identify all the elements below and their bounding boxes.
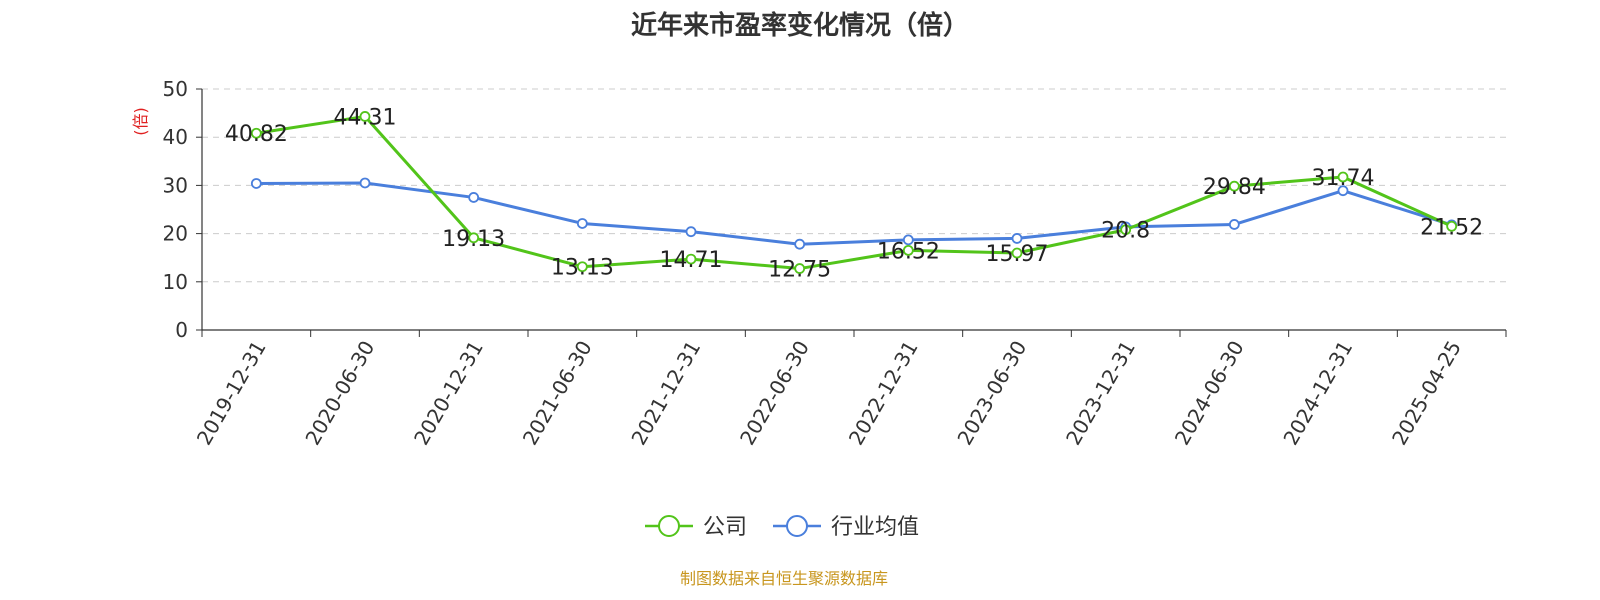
data-point[interactable] [1228, 180, 1240, 192]
x-tick-label: 2025-04-25 [1387, 337, 1466, 450]
data-point[interactable] [1337, 171, 1349, 183]
x-tick-label: 2021-12-31 [626, 337, 705, 450]
data-labels: 40.82 44.31 19.13 13.13 14.71 12.75 16.52 15.97… [225, 105, 1483, 282]
x-tick-label: 2024-12-31 [1278, 337, 1357, 450]
data-point[interactable] [794, 238, 806, 250]
data-point[interactable] [1228, 219, 1240, 230]
y-tick-label: 50 [163, 77, 188, 101]
legend-marker [786, 515, 808, 537]
series [250, 111, 1458, 274]
y-tick-label: 0 [175, 318, 188, 342]
data-point[interactable] [359, 111, 371, 122]
x-tick-label: 2023-06-30 [952, 337, 1031, 450]
data-point[interactable] [468, 232, 480, 244]
data-point[interactable] [685, 226, 697, 238]
data-label: 20.8 [1101, 219, 1150, 244]
data-point[interactable] [794, 263, 806, 274]
data-point[interactable] [1337, 185, 1349, 197]
y-tick-label: 20 [163, 222, 188, 246]
x-tick-label: 2022-12-31 [844, 337, 923, 450]
data-point[interactable] [1120, 224, 1132, 236]
x-tick-label: 2020-06-30 [300, 337, 379, 450]
data-point[interactable] [250, 178, 262, 189]
data-label: 13.13 [551, 256, 614, 281]
data-point[interactable] [685, 253, 697, 265]
data-label: 29.84 [1203, 175, 1266, 200]
data-point[interactable] [250, 127, 262, 139]
legend-marker [658, 515, 680, 537]
grid-lines [202, 88, 1506, 283]
data-label: 14.71 [660, 248, 723, 273]
legend-label: 公司 [703, 515, 747, 540]
data-point[interactable] [359, 177, 371, 189]
x-tick-label: 2022-06-30 [735, 337, 814, 450]
series-line-1 [256, 181, 1453, 246]
data-label: 15.97 [986, 242, 1049, 267]
x-tick-label: 2019-12-31 [192, 337, 271, 450]
data-label: 44.31 [334, 105, 397, 130]
data-point[interactable] [1011, 247, 1023, 259]
data-label: 16.52 [877, 239, 940, 264]
legend-item-0[interactable]: 公司 [645, 515, 747, 540]
legend-label: 行业均值 [831, 515, 919, 540]
legend-item-1[interactable]: 行业均值 [773, 515, 919, 540]
data-label: 40.82 [225, 122, 288, 147]
data-label: 19.13 [442, 227, 505, 252]
legend[interactable]: 公司 行业均值 [645, 515, 919, 540]
data-point[interactable] [902, 234, 914, 246]
data-label: 31.74 [1312, 166, 1375, 191]
y-axis-label: (倍) [131, 107, 150, 136]
data-point[interactable] [1446, 220, 1458, 232]
source-note: 制图数据来自恒生聚源数据库 [680, 569, 888, 588]
y-tick-label: 30 [163, 173, 188, 197]
x-tick-label: 2023-12-31 [1061, 337, 1140, 450]
x-tick-label: 2020-12-31 [409, 337, 488, 450]
data-point[interactable] [1011, 233, 1023, 244]
y-tick-label: 40 [163, 125, 188, 149]
x-tick-label: 2024-06-30 [1170, 337, 1249, 450]
data-point[interactable] [468, 192, 480, 203]
data-point[interactable] [576, 261, 588, 273]
chart-title: 近年来市盈率变化情况（倍） [631, 10, 969, 41]
data-label: 12.75 [768, 258, 831, 283]
series-line-0 [256, 114, 1453, 271]
y-tick-label: 10 [163, 270, 188, 294]
data-point[interactable] [902, 244, 914, 256]
data-point[interactable] [576, 218, 588, 229]
x-tick-label: 2021-06-30 [518, 337, 597, 450]
data-label: 21.52 [1420, 215, 1483, 240]
